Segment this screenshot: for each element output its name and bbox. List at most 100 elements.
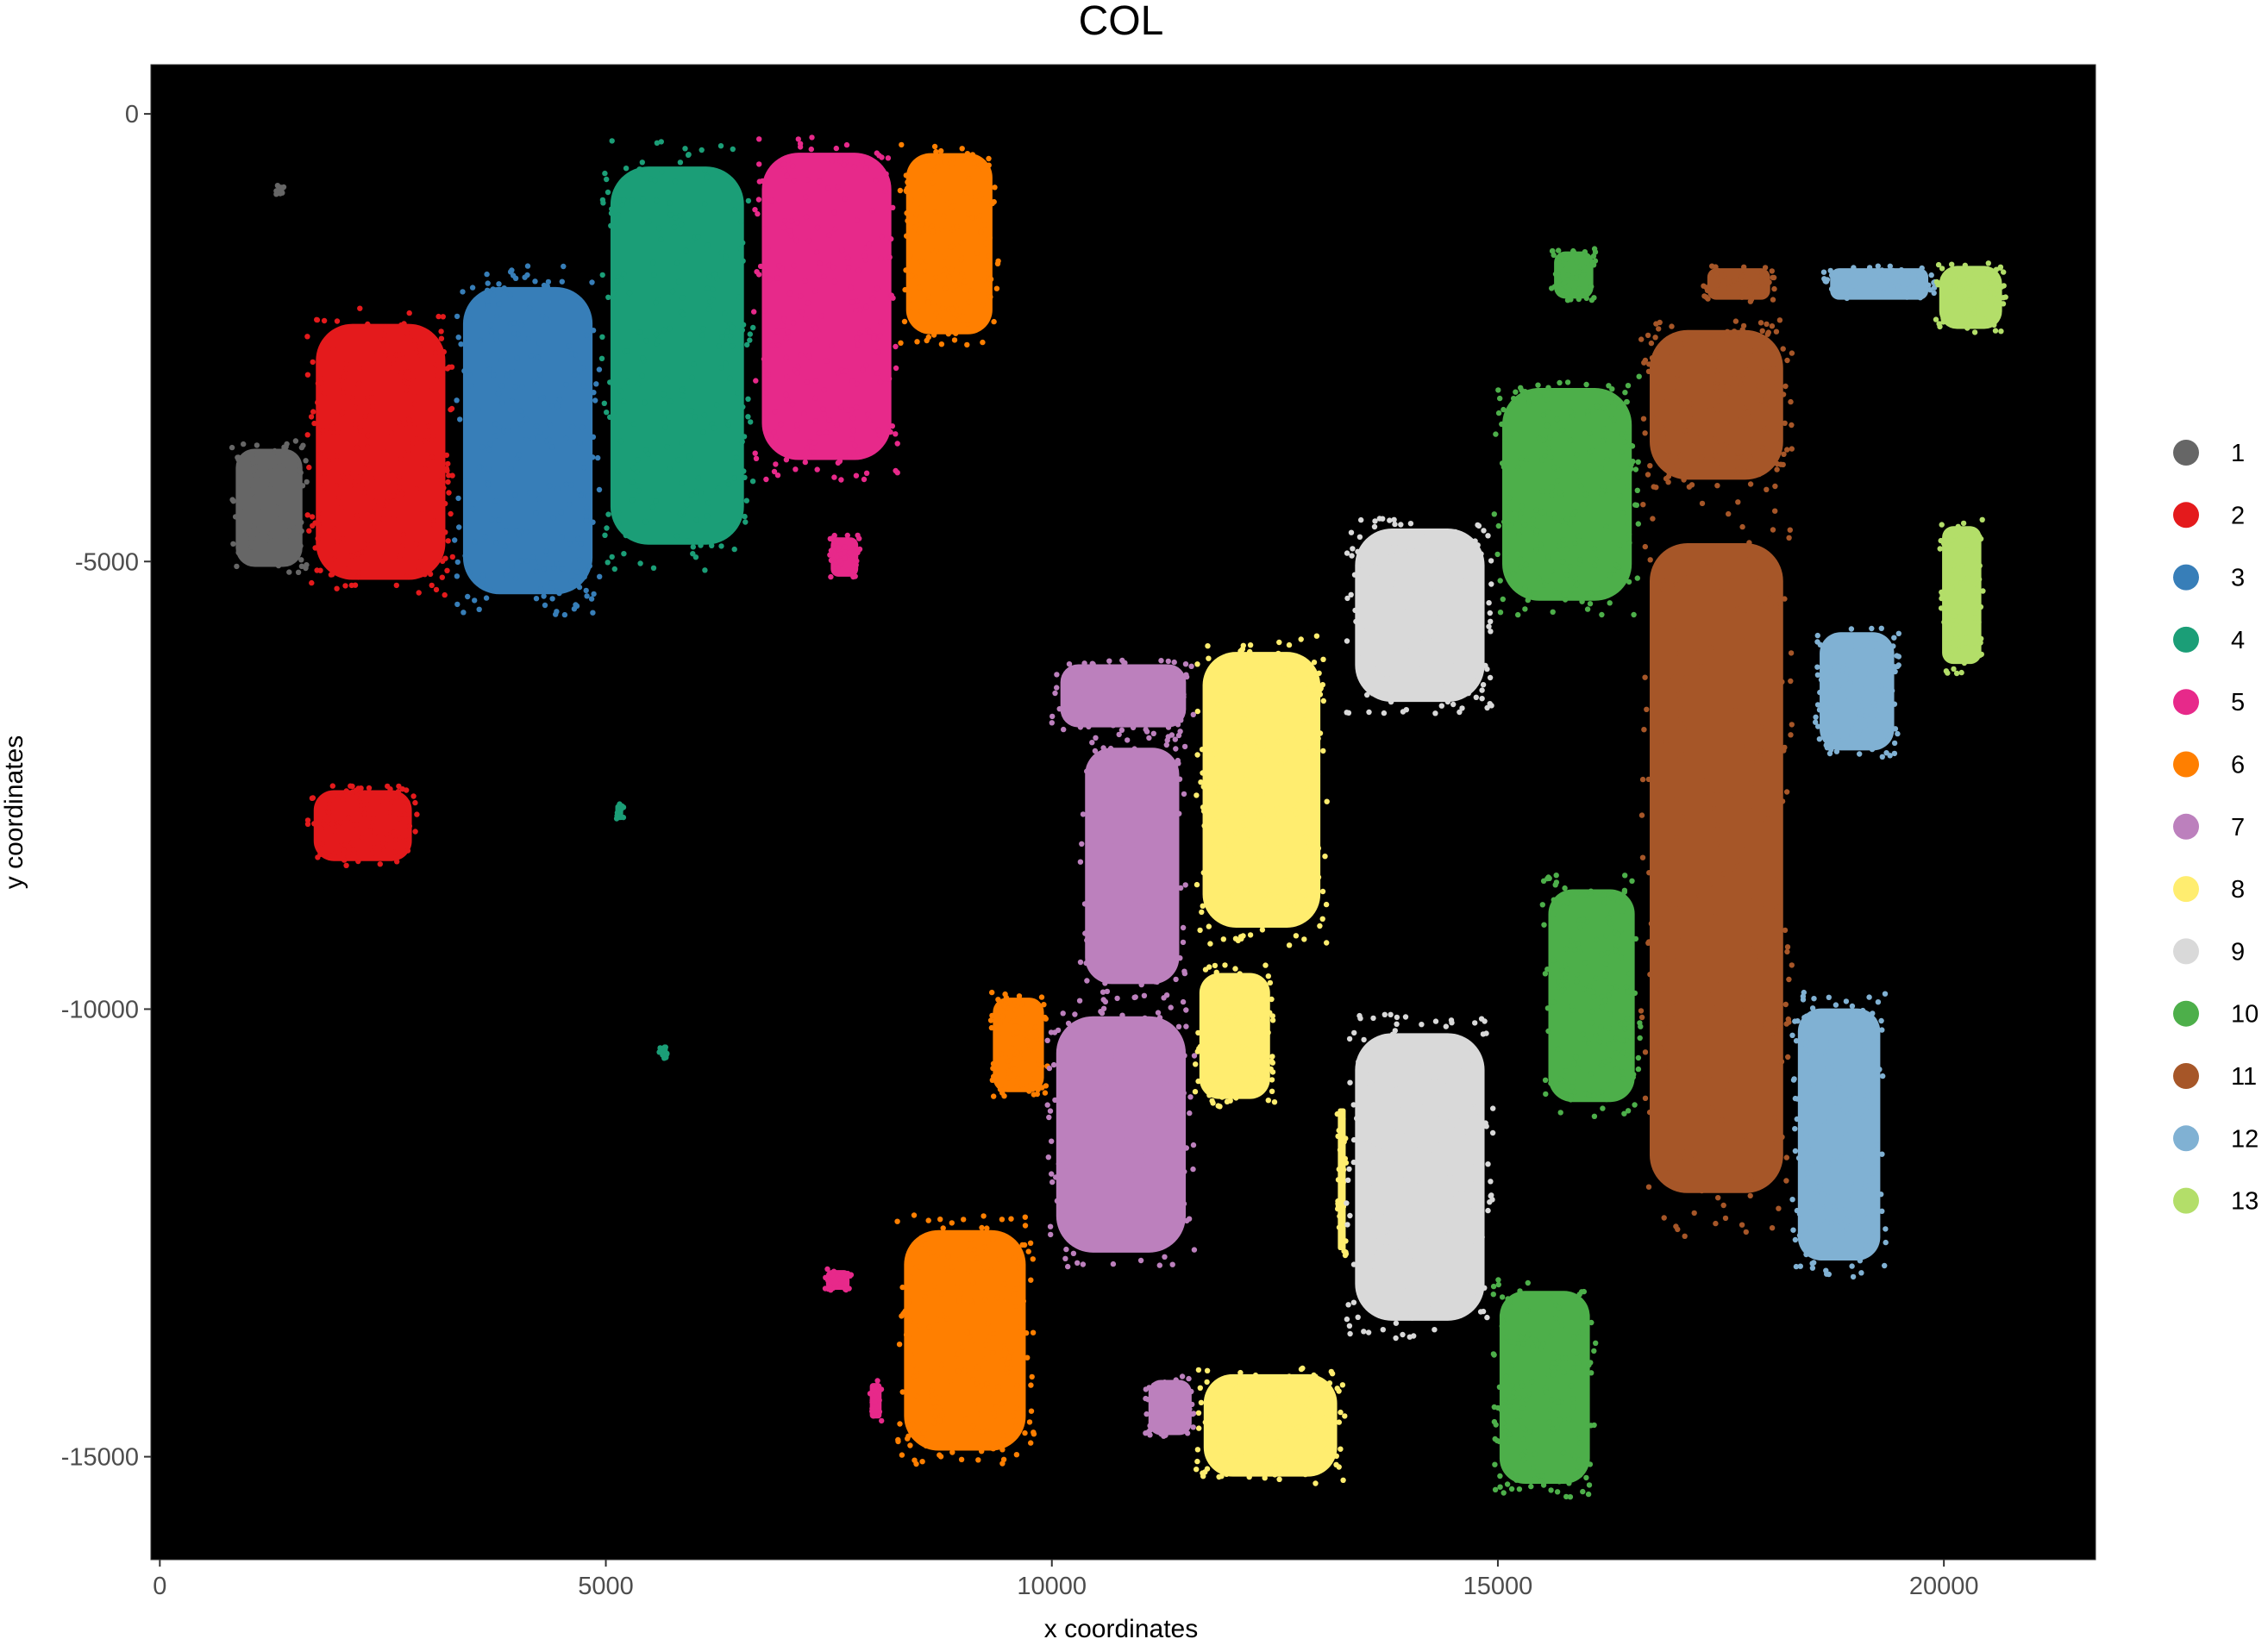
- point-cluster-12: [1795, 1155, 1802, 1161]
- point-cluster-1: [250, 459, 256, 466]
- point-cluster-12: [1872, 654, 1878, 660]
- point-cluster-8: [1341, 1248, 1347, 1254]
- point-cluster-4: [630, 421, 637, 427]
- point-cluster-9: [1374, 1187, 1381, 1194]
- legend-label: 8: [2231, 876, 2245, 904]
- point-cluster-9: [1356, 534, 1363, 540]
- point-cluster-7: [1125, 737, 1131, 743]
- point-cluster-12: [1826, 664, 1833, 670]
- series-cluster-8: [1192, 633, 1350, 1486]
- point-cluster-8: [1275, 894, 1281, 900]
- point-cluster-10: [1586, 1092, 1593, 1098]
- point-cluster-3: [493, 329, 499, 336]
- point-cluster-5: [757, 263, 764, 270]
- point-cluster-4: [701, 412, 708, 418]
- series-cluster-2: [304, 305, 455, 868]
- point-cluster-11: [1788, 678, 1794, 685]
- point-cluster-8: [1288, 1417, 1294, 1423]
- point-cluster-2: [442, 500, 448, 507]
- point-cluster-3: [559, 566, 565, 572]
- point-cluster-11: [1638, 1014, 1645, 1021]
- point-cluster-11: [1741, 608, 1747, 615]
- point-cluster-9: [1438, 1310, 1444, 1316]
- point-cluster-10: [1520, 1436, 1526, 1442]
- point-cluster-7: [1116, 1045, 1123, 1051]
- point-cluster-6: [930, 332, 937, 338]
- point-cluster-7: [1126, 782, 1132, 788]
- point-cluster-9: [1447, 1056, 1454, 1063]
- point-cluster-11: [1681, 725, 1687, 731]
- point-cluster-6: [918, 1435, 924, 1441]
- point-cluster-8: [1206, 883, 1212, 889]
- point-cluster-2: [365, 432, 371, 439]
- point-cluster-7: [1102, 998, 1109, 1005]
- point-cluster-6: [897, 1421, 903, 1427]
- point-cluster-11: [1747, 298, 1754, 304]
- point-cluster-7: [1062, 1192, 1069, 1199]
- point-cluster-9: [1394, 580, 1400, 586]
- point-cluster-2: [358, 785, 364, 791]
- point-cluster-7: [1189, 1411, 1196, 1417]
- point-cluster-8: [1213, 1065, 1219, 1071]
- point-cluster-6: [1029, 1373, 1035, 1380]
- point-cluster-9: [1472, 1300, 1479, 1306]
- point-cluster-9: [1447, 1097, 1453, 1103]
- point-cluster-7: [1066, 1093, 1073, 1100]
- point-cluster-11: [1726, 444, 1732, 450]
- point-cluster-5: [874, 285, 880, 292]
- point-cluster-8: [1280, 1454, 1287, 1460]
- point-cluster-5: [776, 263, 782, 269]
- point-cluster-2: [370, 816, 377, 822]
- point-cluster-11: [1752, 989, 1758, 996]
- point-cluster-11: [1665, 1064, 1672, 1070]
- point-cluster-5: [763, 390, 769, 396]
- point-cluster-5: [774, 472, 781, 479]
- point-cluster-8: [1321, 1439, 1327, 1446]
- point-cluster-5: [774, 328, 780, 335]
- point-cluster-4: [643, 447, 649, 453]
- point-cluster-11: [1735, 499, 1741, 505]
- point-cluster-1: [295, 501, 301, 507]
- point-cluster-11: [1756, 471, 1763, 478]
- point-cluster-13: [1937, 546, 1943, 552]
- point-cluster-7: [1097, 890, 1104, 897]
- point-cluster-7: [1151, 1117, 1157, 1123]
- point-cluster-10: [1557, 1479, 1563, 1485]
- point-cluster-2: [415, 568, 422, 574]
- point-cluster-7: [1157, 1194, 1164, 1200]
- point-cluster-8: [1262, 779, 1269, 785]
- point-cluster-9: [1428, 1220, 1435, 1227]
- series-cluster-4: [598, 138, 756, 1061]
- point-cluster-4: [607, 379, 613, 385]
- point-cluster-10: [1603, 933, 1609, 939]
- point-cluster-8: [1322, 854, 1328, 860]
- point-cluster-10: [1513, 389, 1519, 395]
- point-cluster-5: [825, 185, 831, 191]
- point-cluster-6: [1028, 1440, 1034, 1446]
- point-cluster-10: [1606, 383, 1612, 389]
- point-cluster-9: [1469, 1099, 1476, 1105]
- point-cluster-11: [1728, 578, 1734, 584]
- point-cluster-8: [1221, 1448, 1227, 1455]
- point-cluster-3: [532, 278, 538, 285]
- point-cluster-11: [1736, 372, 1743, 379]
- point-cluster-7: [1141, 814, 1148, 820]
- point-cluster-6: [937, 1417, 943, 1423]
- point-cluster-2: [326, 804, 332, 811]
- point-cluster-10: [1575, 1464, 1581, 1470]
- point-cluster-7: [1055, 1027, 1062, 1034]
- point-cluster-6: [932, 1413, 938, 1419]
- point-cluster-3: [523, 416, 529, 422]
- point-cluster-10: [1572, 1089, 1578, 1095]
- point-cluster-11: [1769, 351, 1776, 357]
- point-cluster-6: [899, 1452, 905, 1458]
- point-cluster-4: [614, 810, 621, 816]
- point-cluster-8: [1227, 1004, 1234, 1010]
- point-cluster-5: [799, 309, 805, 315]
- point-cluster-8: [1225, 746, 1231, 752]
- point-cluster-8: [1204, 1086, 1210, 1093]
- point-cluster-11: [1723, 937, 1730, 944]
- point-cluster-11: [1749, 946, 1755, 952]
- point-cluster-5: [801, 410, 807, 417]
- point-cluster-8: [1261, 743, 1267, 749]
